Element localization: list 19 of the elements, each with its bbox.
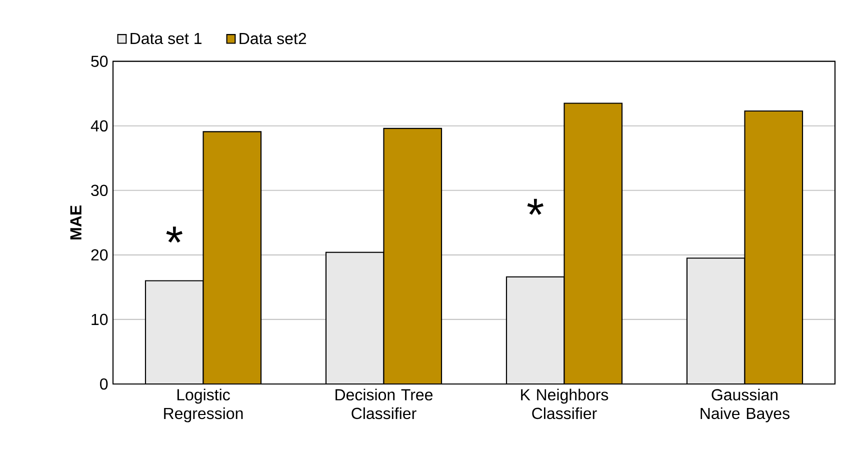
y-tick-label: 50 <box>91 56 108 67</box>
x-tick-label: Gaussian Naive Bayes <box>700 388 790 422</box>
x-tick-label: Logistic Regression <box>164 388 243 422</box>
y-tick-label: 0 <box>100 378 108 390</box>
y-tick-label: 40 <box>90 120 108 132</box>
annotation: * <box>527 198 544 215</box>
y-tick-label: 20 <box>91 249 108 261</box>
y-axis-title: MAE <box>70 206 82 240</box>
legend-label: Data set2 <box>240 32 306 44</box>
annotation: * <box>166 226 182 243</box>
bar <box>383 128 442 384</box>
bar <box>744 110 804 384</box>
y-tick-label: 30 <box>91 184 108 196</box>
x-tick-label: Decision Tree Classifier <box>336 388 433 420</box>
legend-label: Data set 1 <box>130 32 202 44</box>
bar <box>564 102 623 384</box>
bar <box>202 131 262 384</box>
x-tick-label: K Neighbors Classifier <box>521 388 608 420</box>
y-tick-label: 10 <box>92 314 108 326</box>
